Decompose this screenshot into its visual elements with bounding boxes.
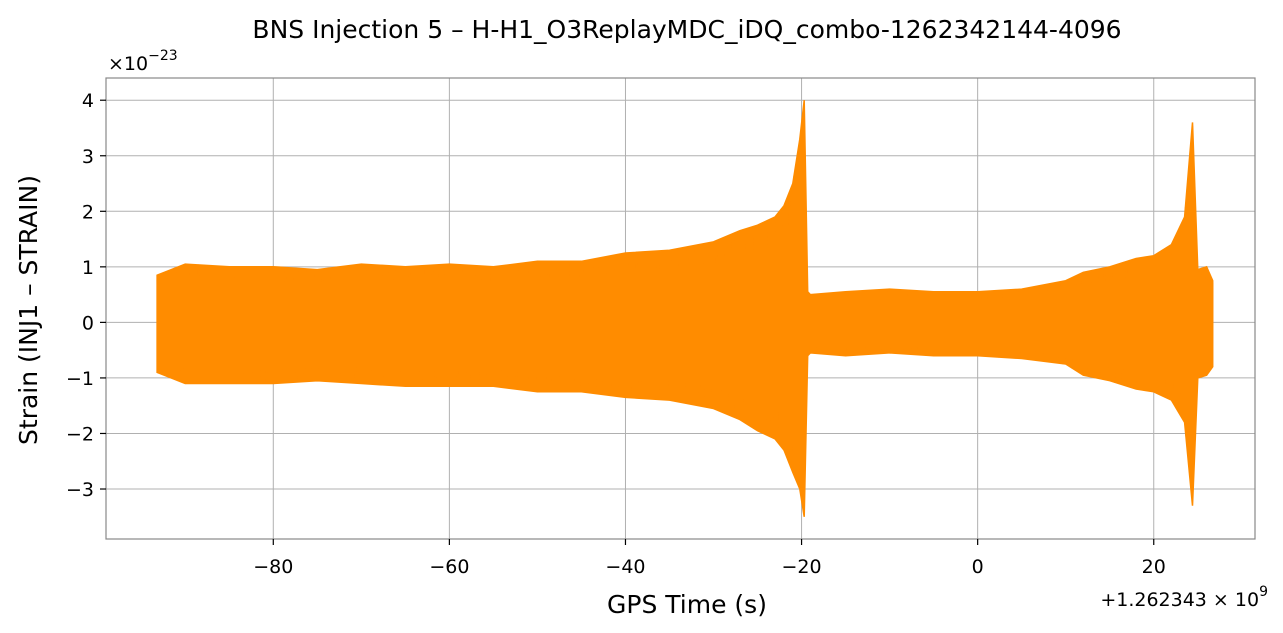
axis-ticks: −80 −60 −40 −20 0 20 −3 −2 −1 0 1 2 3 4 (66, 90, 1166, 578)
strain-trace (156, 125, 1214, 496)
x-offset-exponent: 9 (1259, 584, 1268, 600)
x-tick-label: −20 (782, 556, 822, 578)
plot-frame (105, 77, 1256, 540)
y-tick-label: −3 (66, 479, 94, 501)
y-tick-label: −2 (66, 423, 94, 445)
x-tick-label: −80 (253, 556, 293, 578)
series-strain (156, 100, 1214, 517)
y-scale-factor: ×10−23 (108, 48, 178, 75)
y-tick-label: −1 (66, 368, 94, 390)
y-tick-label: 3 (82, 146, 94, 168)
x-tick-label: −40 (605, 556, 645, 578)
chart-title: BNS Injection 5 – H-H1_O3ReplayMDC_iDQ_c… (252, 15, 1121, 44)
y-tick-label: 2 (82, 201, 94, 223)
x-tick-label: 0 (972, 556, 984, 578)
x-tick-label: −60 (429, 556, 469, 578)
x-tick-label: 20 (1142, 556, 1166, 578)
y-tick-label: 0 (82, 312, 94, 334)
x-offset-text: +1.262343 × 109 (1100, 584, 1268, 611)
y-scale-base: ×10 (108, 53, 148, 75)
y-scale-exponent: −23 (148, 48, 178, 64)
y-tick-label: 4 (82, 90, 94, 112)
y-tick-label: 1 (82, 257, 94, 279)
x-offset-base: +1.262343 × 10 (1100, 589, 1259, 611)
x-axis-label: GPS Time (s) (607, 590, 767, 619)
y-axis-label: Strain (INJ1 – STRAIN) (14, 175, 43, 445)
